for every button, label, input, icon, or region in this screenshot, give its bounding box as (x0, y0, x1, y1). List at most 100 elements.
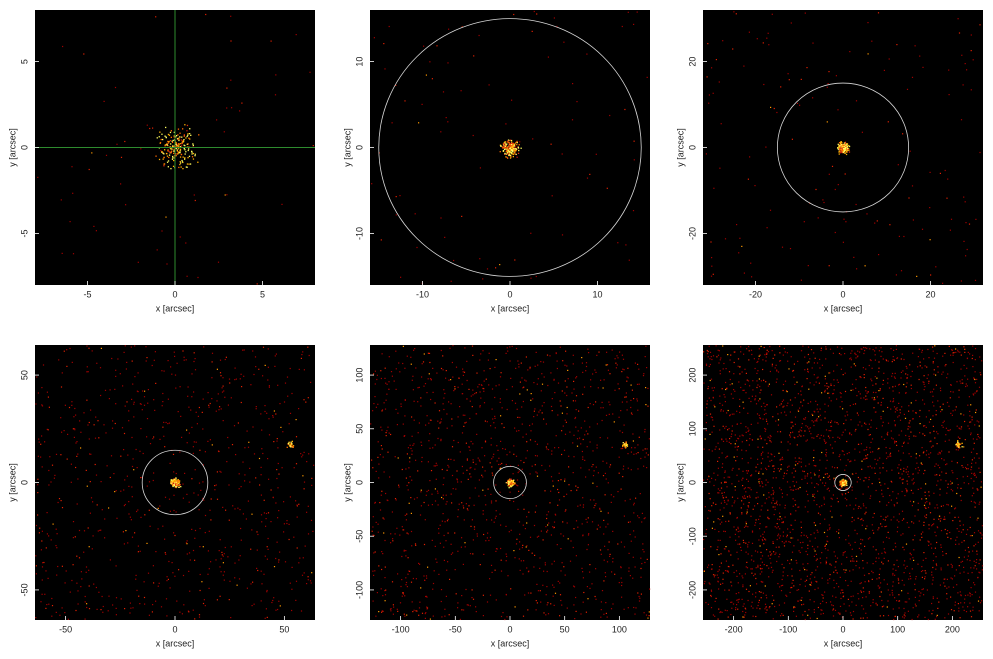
noise-pixel (975, 218, 977, 220)
noise-pixel (275, 502, 277, 504)
noise-pixel (453, 390, 455, 392)
noise-pixel (957, 18, 959, 20)
source-pixel (179, 150, 181, 152)
noise-pixel (51, 615, 53, 617)
noise-pixel (779, 516, 781, 518)
source-pixel (173, 136, 175, 139)
noise-pixel (471, 406, 473, 408)
noise-pixel (786, 352, 788, 354)
noise-pixel (61, 607, 63, 609)
noise-pixel (425, 494, 427, 496)
noise-pixel (405, 519, 407, 521)
noise-pixel (765, 479, 767, 481)
noise-pixel (924, 616, 926, 618)
noise-pixel (256, 549, 258, 551)
noise-pixel (976, 568, 978, 570)
noise-pixel (584, 459, 586, 461)
noise-pixel (546, 517, 548, 520)
noise-pixel (74, 428, 76, 430)
noise-pixel (517, 471, 519, 474)
noise-pixel (509, 491, 511, 493)
noise-pixel (528, 570, 530, 572)
noise-pixel (147, 572, 150, 574)
noise-pixel (709, 481, 711, 483)
noise-pixel (809, 540, 811, 542)
noise-pixel (595, 466, 597, 468)
noise-pixel (952, 520, 954, 522)
noise-pixel (620, 577, 622, 579)
noise-pixel (537, 378, 539, 380)
noise-pixel (618, 472, 620, 474)
noise-pixel (533, 566, 535, 568)
noise-pixel (743, 65, 745, 67)
noise-pixel (73, 416, 75, 418)
noise-pixel (975, 411, 977, 414)
noise-pixel (559, 594, 562, 596)
noise-pixel (457, 441, 459, 444)
noise-pixel (557, 488, 559, 491)
source-pixel (183, 135, 185, 137)
noise-pixel (195, 411, 197, 413)
noise-pixel (230, 617, 232, 619)
noise-pixel (591, 466, 593, 468)
noise-pixel (762, 581, 764, 583)
noise-pixel (267, 548, 269, 550)
noise-pixel (100, 347, 102, 349)
noise-pixel (420, 489, 422, 491)
noise-pixel (867, 538, 870, 540)
noise-pixel (547, 56, 549, 58)
noise-pixel (76, 503, 78, 505)
noise-pixel (493, 453, 495, 455)
noise-pixel (460, 546, 462, 548)
source-pixel (506, 482, 508, 484)
source-pixel (507, 479, 509, 482)
noise-pixel (800, 78, 802, 80)
noise-pixel (539, 409, 541, 411)
noise-pixel (760, 453, 763, 455)
noise-pixel (88, 421, 90, 424)
noise-pixel (518, 490, 520, 492)
noise-pixel (646, 558, 648, 560)
noise-pixel (377, 456, 379, 458)
noise-pixel (600, 616, 602, 618)
noise-pixel (76, 582, 78, 584)
noise-pixel (622, 468, 624, 470)
source-pixel (508, 485, 511, 487)
noise-pixel (156, 249, 158, 251)
noise-pixel (509, 499, 511, 501)
noise-pixel (54, 474, 56, 476)
noise-pixel (249, 467, 251, 469)
noise-pixel (374, 502, 376, 504)
source-pixel (178, 144, 180, 146)
x-tick-label: 0 (507, 289, 512, 299)
noise-pixel (215, 484, 217, 486)
source-pixel (176, 153, 178, 155)
noise-pixel (429, 433, 431, 435)
noise-pixel (918, 469, 920, 471)
noise-pixel (980, 537, 983, 539)
noise-pixel (718, 588, 720, 590)
noise-pixel (175, 387, 177, 389)
noise-pixel (551, 398, 553, 400)
noise-pixel (561, 412, 563, 414)
noise-pixel (204, 451, 206, 453)
noise-pixel (81, 578, 83, 580)
noise-pixel (208, 406, 210, 408)
noise-pixel (457, 416, 459, 418)
noise-pixel (724, 501, 726, 503)
noise-pixel (127, 454, 129, 456)
noise-pixel (207, 392, 209, 394)
noise-pixel (638, 595, 640, 598)
noise-pixel (216, 368, 218, 370)
source-pixel (509, 483, 512, 485)
noise-pixel (418, 386, 420, 388)
source-pixel (175, 480, 177, 482)
noise-pixel (930, 446, 933, 448)
noise-pixel (72, 521, 75, 523)
noise-pixel (38, 532, 40, 534)
noise-pixel (868, 423, 870, 425)
noise-pixel (275, 557, 277, 560)
noise-pixel (637, 592, 639, 594)
noise-pixel (787, 575, 789, 577)
noise-pixel (434, 500, 437, 502)
